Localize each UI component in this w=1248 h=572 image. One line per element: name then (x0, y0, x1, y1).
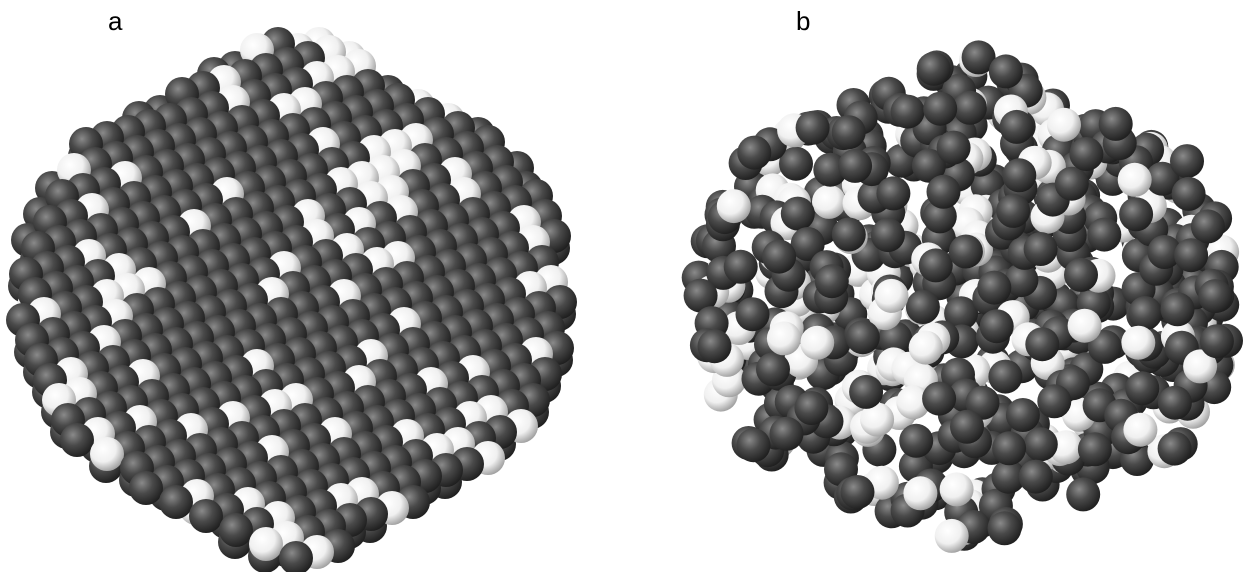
atom (950, 410, 984, 444)
atom (1006, 398, 1040, 432)
atom (737, 136, 771, 170)
atom (922, 382, 956, 416)
atom (899, 424, 933, 458)
atom (1019, 460, 1053, 494)
atom (832, 115, 866, 149)
atom (159, 485, 193, 519)
atom (903, 476, 937, 510)
atom (1170, 144, 1204, 178)
atom (1066, 477, 1100, 511)
atom (1125, 371, 1159, 405)
atom (1002, 158, 1036, 192)
atom (977, 271, 1011, 305)
atom (762, 240, 796, 274)
atom (1099, 107, 1133, 141)
atom (129, 471, 163, 505)
atom (909, 331, 943, 365)
atom (841, 475, 875, 509)
atom (949, 235, 983, 269)
atom (919, 248, 953, 282)
atom (1064, 258, 1098, 292)
atom (724, 250, 758, 284)
atom (737, 428, 771, 462)
atom (1024, 427, 1058, 461)
atom (876, 176, 910, 210)
panel-label: b (796, 6, 810, 36)
atom (717, 189, 751, 223)
atom (219, 513, 253, 547)
atom (927, 175, 961, 209)
atom (935, 519, 969, 553)
cluster-b (682, 40, 1243, 553)
atom (849, 375, 883, 409)
atom (846, 320, 880, 354)
atom (1161, 292, 1195, 326)
atom (1047, 108, 1081, 142)
atom (60, 423, 94, 457)
atom (1069, 137, 1103, 171)
page: a b (() => { const data = JSON.parse(doc… (0, 0, 1248, 572)
atom (989, 54, 1023, 88)
cluster-a (6, 27, 577, 572)
atom (1078, 432, 1112, 466)
atom (1087, 218, 1121, 252)
panel-label: a (108, 6, 123, 36)
atom (953, 91, 987, 125)
atom (1000, 110, 1034, 144)
atom (875, 279, 909, 313)
atom (815, 264, 849, 298)
atom (871, 218, 905, 252)
atom (838, 149, 872, 183)
atom (736, 297, 770, 331)
atom (1024, 232, 1058, 266)
atom (980, 309, 1014, 343)
atom (770, 417, 804, 451)
atom (832, 218, 866, 252)
atom (988, 511, 1022, 545)
figure: a b (0, 0, 1248, 572)
atom (698, 329, 732, 363)
atom (988, 360, 1022, 394)
atom (1025, 327, 1059, 361)
atom (1200, 324, 1234, 358)
atom (90, 437, 124, 471)
atom (1118, 163, 1152, 197)
atom (917, 52, 951, 86)
atom (812, 185, 846, 219)
atom (1121, 326, 1155, 360)
atom (1158, 386, 1192, 420)
atom (1172, 177, 1206, 211)
atom (940, 472, 974, 506)
atom (1174, 238, 1208, 272)
atom (992, 431, 1026, 465)
atom (781, 197, 815, 231)
atom (756, 352, 790, 386)
atom (906, 290, 940, 324)
atom (189, 499, 223, 533)
atom (1119, 197, 1153, 231)
atom (1158, 432, 1192, 466)
atom (249, 527, 283, 561)
atom (937, 131, 971, 165)
atom (1128, 296, 1162, 330)
atom (923, 92, 957, 126)
atom (1198, 279, 1232, 313)
atom (767, 321, 801, 355)
atom (794, 391, 828, 425)
atom (1123, 413, 1157, 447)
atom (996, 194, 1030, 228)
atom (800, 326, 834, 360)
atom (1191, 209, 1225, 243)
atom (796, 111, 830, 145)
atom (1068, 309, 1102, 343)
atom (891, 95, 925, 129)
atom (1037, 384, 1071, 418)
atom (1055, 167, 1089, 201)
